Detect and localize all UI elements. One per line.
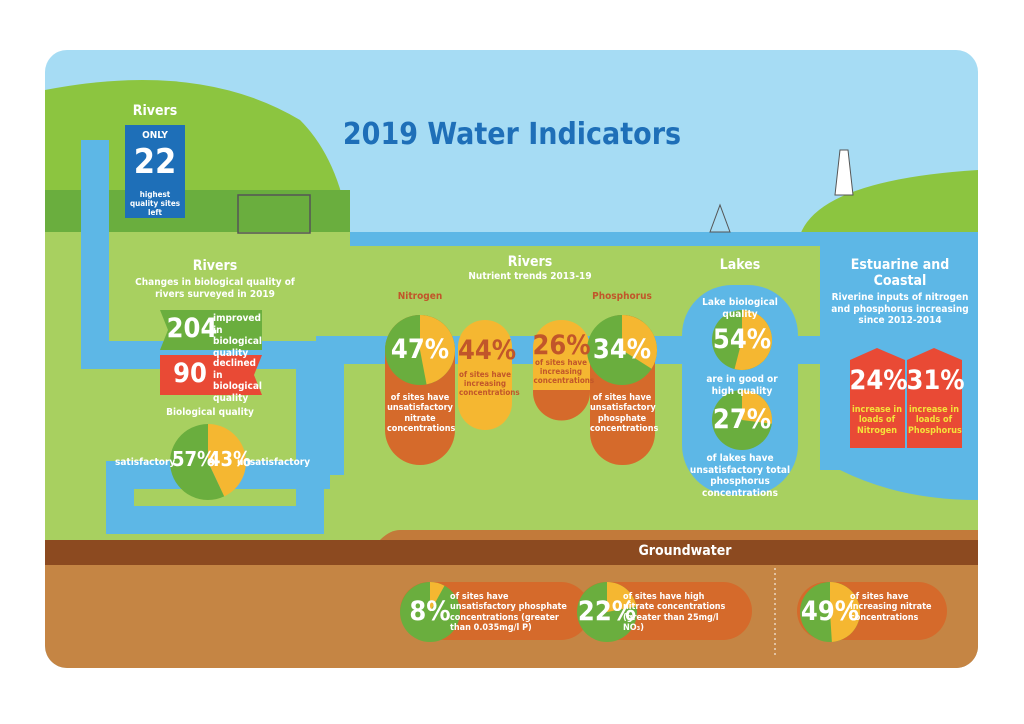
value: 90 — [173, 358, 207, 389]
pie-wedge — [169, 424, 225, 500]
value: 22 — [133, 142, 177, 182]
subtitle: Riverine inputs of nitrogen and phosphor… — [831, 292, 969, 326]
pie-wedge — [622, 315, 657, 369]
value: 204 — [166, 313, 218, 344]
pie-value: 34% — [592, 334, 652, 365]
pie-wedge — [742, 390, 772, 424]
value: 44% — [458, 335, 517, 366]
pie-wedge — [208, 424, 246, 497]
value: 26% — [532, 330, 591, 361]
pie-wedge — [430, 582, 445, 612]
pie-value: 27% — [712, 404, 772, 435]
subtitle: Nutrient trends 2013-19 — [468, 271, 592, 282]
heading: Estuarine and Coastal — [850, 257, 950, 290]
pie-value: 8% — [409, 596, 451, 627]
heading: Rivers — [192, 258, 238, 274]
subtitle: Changes in biological quality of rivers … — [135, 277, 295, 300]
section: Phosphorus — [592, 291, 652, 302]
pie-wedge — [420, 315, 456, 385]
text: of sites have increasing concentrations — [459, 370, 520, 398]
value: 24% — [849, 365, 908, 396]
text: of sites have unsatisfactory phosphate c… — [450, 592, 567, 634]
text: increase in loads of Nitrogen — [852, 405, 902, 436]
pie-value: 57% — [172, 447, 216, 471]
pie-value: 49% — [800, 596, 860, 627]
heading: Lakes — [719, 257, 761, 273]
text: increase in loads of Phosphorus — [908, 405, 962, 436]
value: 31% — [906, 365, 965, 396]
text: declined in biological quality — [213, 358, 262, 404]
title: 2019 Water Indicators — [342, 117, 682, 152]
pie-wedge — [607, 582, 637, 612]
pie-value: 54% — [712, 324, 772, 355]
label: unsatisfactory — [237, 457, 311, 468]
text: of sites have increasing nitrate concent… — [850, 592, 932, 623]
heading: Rivers — [132, 103, 178, 119]
section: Nitrogen — [397, 291, 443, 302]
pie-wedge — [734, 310, 772, 370]
pie-title: Biological quality — [166, 407, 254, 418]
text: of sites have increasing concentrations — [533, 358, 595, 386]
pie-value: 22% — [577, 596, 637, 627]
text: of sites have unsatisfactory phosphate c… — [590, 393, 659, 435]
text: are in good or high quality — [706, 374, 778, 397]
only: ONLY — [142, 130, 168, 141]
text: of sites have high nitrate concentration… — [623, 592, 726, 634]
caption: highest quality sites left — [129, 190, 181, 218]
heading: Groundwater — [638, 543, 732, 559]
heading: Rivers — [507, 254, 553, 270]
pie-value: 43% — [208, 447, 252, 471]
subtitle: Lake biological quality — [702, 297, 778, 320]
text: improved in biological quality — [213, 313, 262, 359]
text: of lakes have unsatisfactory total phosp… — [689, 453, 791, 499]
text: of sites have unsatisfactory nitrate con… — [387, 393, 456, 435]
pie-wedge — [830, 582, 860, 642]
pie-value: 47% — [390, 334, 450, 365]
label: satisfactory — [115, 457, 176, 468]
